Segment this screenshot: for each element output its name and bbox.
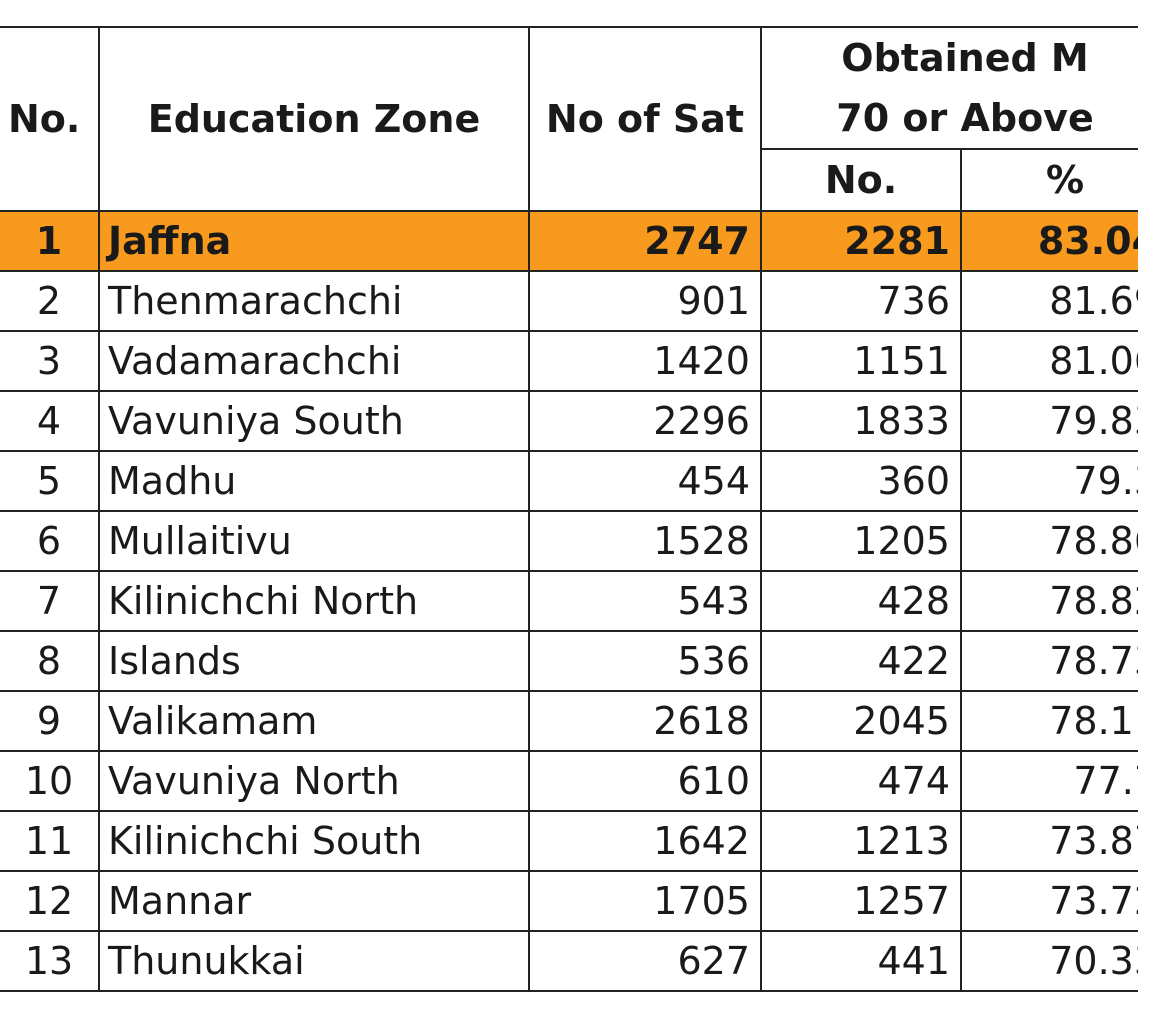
cell-obtained-percent: 70.33 bbox=[959, 930, 1154, 992]
cell-rank: 6 bbox=[0, 510, 100, 572]
cell-education-zone: Thunukkai bbox=[98, 930, 530, 992]
cell-rank: 8 bbox=[0, 630, 100, 692]
right-edge bbox=[1138, 0, 1154, 1024]
cell-no-of-sat: 454 bbox=[528, 450, 762, 512]
table-row: 2 Thenmarachchi 901 736 81.69 bbox=[0, 270, 1154, 332]
table-row: 6 Mullaitivu 1528 1205 78.86 bbox=[0, 510, 1154, 572]
cell-obtained-no: 441 bbox=[760, 930, 962, 992]
cell-obtained-no: 2281 bbox=[760, 210, 962, 272]
cell-obtained-no: 422 bbox=[760, 630, 962, 692]
cell-obtained-no: 1213 bbox=[760, 810, 962, 872]
table-row: 11 Kilinichchi South 1642 1213 73.87 bbox=[0, 810, 1154, 872]
cell-education-zone: Kilinichchi North bbox=[98, 570, 530, 632]
cell-rank: 10 bbox=[0, 750, 100, 812]
cell-no-of-sat: 1528 bbox=[528, 510, 762, 572]
results-table: No. Education Zone No of Sat Obtained M … bbox=[0, 26, 1154, 992]
cell-obtained-no: 474 bbox=[760, 750, 962, 812]
subheader-percent: % bbox=[959, 148, 1154, 212]
cell-education-zone: Vavuniya North bbox=[98, 750, 530, 812]
cell-education-zone: Thenmarachchi bbox=[98, 270, 530, 332]
cell-obtained-percent: 79.83 bbox=[959, 390, 1154, 452]
cell-education-zone: Jaffna bbox=[98, 210, 530, 272]
cell-no-of-sat: 610 bbox=[528, 750, 762, 812]
cell-obtained-percent: 78.73 bbox=[959, 630, 1154, 692]
cell-education-zone: Mullaitivu bbox=[98, 510, 530, 572]
cell-rank: 3 bbox=[0, 330, 100, 392]
cell-no-of-sat: 2747 bbox=[528, 210, 762, 272]
cell-education-zone: Valikamam bbox=[98, 690, 530, 752]
subheader-row: No. % bbox=[0, 148, 1154, 212]
cell-obtained-no: 1205 bbox=[760, 510, 962, 572]
cell-obtained-no: 360 bbox=[760, 450, 962, 512]
cell-education-zone: Mannar bbox=[98, 870, 530, 932]
table-row: 7 Kilinichchi North 543 428 78.82 bbox=[0, 570, 1154, 632]
cell-no-of-sat: 1705 bbox=[528, 870, 762, 932]
cell-rank: 13 bbox=[0, 930, 100, 992]
cell-education-zone: Vadamarachchi bbox=[98, 330, 530, 392]
cell-rank: 2 bbox=[0, 270, 100, 332]
cell-obtained-percent: 81.06 bbox=[959, 330, 1154, 392]
table-row: 8 Islands 536 422 78.73 bbox=[0, 630, 1154, 692]
table-row: 1 Jaffna 2747 2281 83.04 bbox=[0, 210, 1154, 272]
cell-obtained-no: 1257 bbox=[760, 870, 962, 932]
cell-obtained-no: 736 bbox=[760, 270, 962, 332]
table-row: 13 Thunukkai 627 441 70.33 bbox=[0, 930, 1154, 992]
table-row: 5 Madhu 454 360 79.3 bbox=[0, 450, 1154, 512]
header-group-line2: 70 or Above bbox=[836, 96, 1094, 140]
table-row: 10 Vavuniya North 610 474 77.7 bbox=[0, 750, 1154, 812]
cell-obtained-no: 1833 bbox=[760, 390, 962, 452]
header-no-of-sat: No of Sat bbox=[528, 26, 762, 212]
cell-obtained-percent: 73.87 bbox=[959, 810, 1154, 872]
table-row: 3 Vadamarachchi 1420 1151 81.06 bbox=[0, 330, 1154, 392]
cell-obtained-percent: 78.86 bbox=[959, 510, 1154, 572]
cell-rank: 1 bbox=[0, 210, 100, 272]
cell-no-of-sat: 2618 bbox=[528, 690, 762, 752]
header-obtained-marks-group: Obtained M 70 or Above bbox=[759, 26, 1154, 150]
cell-obtained-percent: 77.7 bbox=[959, 750, 1154, 812]
cell-rank: 7 bbox=[0, 570, 100, 632]
cell-no-of-sat: 2296 bbox=[528, 390, 762, 452]
cell-rank: 11 bbox=[0, 810, 100, 872]
cell-obtained-percent: 83.04 bbox=[959, 210, 1154, 272]
table-body: 1 Jaffna 2747 2281 83.04 2 Thenmarachchi 901 736… bbox=[0, 210, 1154, 992]
header-row: No. Education Zone No of Sat Obtained M … bbox=[0, 26, 1154, 212]
cell-obtained-no: 1151 bbox=[760, 330, 962, 392]
cell-obtained-percent: 78.82 bbox=[959, 570, 1154, 632]
cell-rank: 12 bbox=[0, 870, 100, 932]
table-row: 9 Valikamam 2618 2045 78.11 bbox=[0, 690, 1154, 752]
cell-no-of-sat: 627 bbox=[528, 930, 762, 992]
cell-obtained-percent: 73.72 bbox=[959, 870, 1154, 932]
header-no: No. bbox=[0, 26, 100, 212]
cell-obtained-no: 2045 bbox=[760, 690, 962, 752]
cell-no-of-sat: 543 bbox=[528, 570, 762, 632]
cell-obtained-percent: 81.69 bbox=[959, 270, 1154, 332]
cell-no-of-sat: 901 bbox=[528, 270, 762, 332]
subheader-no: No. bbox=[760, 148, 962, 212]
cell-no-of-sat: 1420 bbox=[528, 330, 762, 392]
cell-obtained-percent: 79.3 bbox=[959, 450, 1154, 512]
header-group-line1: Obtained M bbox=[841, 36, 1089, 80]
cell-education-zone: Madhu bbox=[98, 450, 530, 512]
cell-education-zone: Vavuniya South bbox=[98, 390, 530, 452]
cell-rank: 4 bbox=[0, 390, 100, 452]
table-row: 4 Vavuniya South 2296 1833 79.83 bbox=[0, 390, 1154, 452]
cell-rank: 5 bbox=[0, 450, 100, 512]
cell-education-zone: Islands bbox=[98, 630, 530, 692]
cell-no-of-sat: 1642 bbox=[528, 810, 762, 872]
cell-rank: 9 bbox=[0, 690, 100, 752]
table-row: 12 Mannar 1705 1257 73.72 bbox=[0, 870, 1154, 932]
cell-obtained-no: 428 bbox=[760, 570, 962, 632]
cell-education-zone: Kilinichchi South bbox=[98, 810, 530, 872]
cell-obtained-percent: 78.11 bbox=[959, 690, 1154, 752]
cell-no-of-sat: 536 bbox=[528, 630, 762, 692]
header-education-zone: Education Zone bbox=[98, 26, 530, 212]
